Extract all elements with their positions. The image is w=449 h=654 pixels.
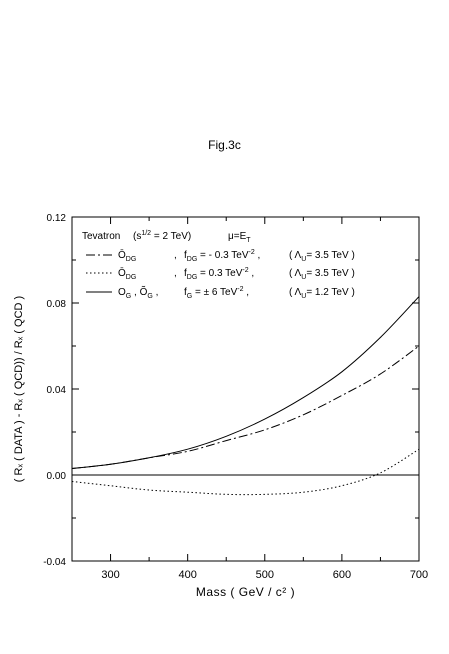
series-line-1 xyxy=(71,345,420,470)
y-tick-label: 0.04 xyxy=(47,385,67,396)
legend-scale: μ=ET xyxy=(228,231,251,244)
series-line-2 xyxy=(71,448,420,496)
legend-coupling-1: fDG = - 0.3 TeV-2 , xyxy=(184,249,260,263)
legend-coupling-2: fDG = 0.3 TeV-2 , xyxy=(184,267,254,281)
y-tick-label: 0.00 xyxy=(47,471,67,482)
legend-operator-1: ŌDG xyxy=(118,249,136,263)
legend-sep-1: , xyxy=(174,250,177,261)
legend-coupling-3: fG = ± 6 TeV-2 , xyxy=(184,286,249,300)
legend-sep-2: , xyxy=(174,268,177,279)
legend-experiment: Tevatron xyxy=(82,231,120,242)
legend-operator-2: ŌDG xyxy=(118,267,136,281)
x-tick-label: 400 xyxy=(178,569,196,581)
series-line-3 xyxy=(71,296,420,470)
x-axis-label: Mass ( GeV / c² ) xyxy=(196,585,295,599)
legend-lambda-3: ( ΛU= 1.2 TeV ) xyxy=(289,287,355,300)
x-tick-label: 600 xyxy=(333,569,351,581)
x-tick-label: 500 xyxy=(256,569,274,581)
y-tick-label: 0.08 xyxy=(47,299,67,310)
y-tick-label: 0.12 xyxy=(47,213,67,224)
legend-lambda-1: ( ΛU= 3.5 TeV ) xyxy=(289,250,355,263)
y-axis-label: ( Rₓ ( DATA ) - Rₓ ( QCD)) / Rₓ ( QCD ) xyxy=(13,296,25,482)
legend-energy: (s1/2 = 2 TeV) xyxy=(133,230,191,242)
figure-title: Fig.3c xyxy=(208,138,241,152)
y-tick-label: -0.04 xyxy=(43,557,66,568)
legend-operator-3: OG , ÕG , xyxy=(118,285,158,300)
x-tick-label: 300 xyxy=(101,569,119,581)
legend-lambda-2: ( ΛU= 3.5 TeV ) xyxy=(289,268,355,281)
x-tick-label: 700 xyxy=(410,569,428,581)
